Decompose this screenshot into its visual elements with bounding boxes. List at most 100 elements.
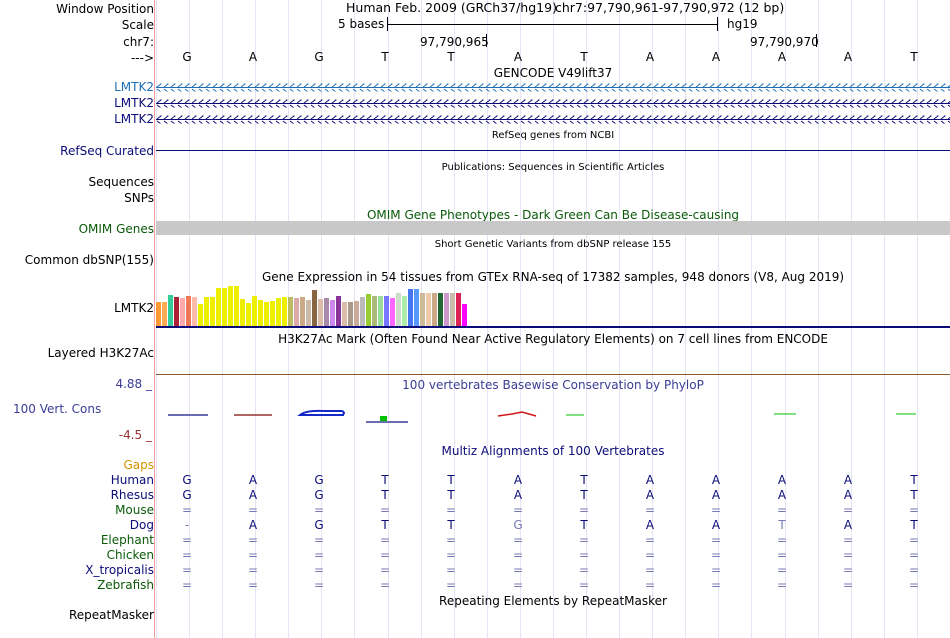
publications-label-sequences[interactable]: Sequences: [88, 175, 154, 189]
gencode-label-2[interactable]: LMTK2: [114, 96, 154, 110]
species-label[interactable]: Human: [110, 473, 154, 487]
species-label[interactable]: Elephant: [100, 533, 154, 547]
strand-arrow[interactable]: --->: [130, 51, 154, 65]
h3k27ac-label[interactable]: Layered H3K27Ac: [47, 346, 154, 360]
gtex-tissue-bar[interactable]: [156, 302, 161, 326]
gtex-tissue-bar[interactable]: [246, 303, 251, 326]
gtex-tissue-bar[interactable]: [348, 302, 353, 326]
gtex-label[interactable]: LMTK2: [114, 301, 154, 315]
gtex-tissue-bar[interactable]: [282, 297, 287, 326]
gtex-tissue-bar[interactable]: [186, 296, 191, 326]
phylop-label[interactable]: 100 Vert. Cons: [13, 402, 102, 416]
gtex-tissue-bar[interactable]: [252, 296, 257, 326]
gtex-tissue-bar[interactable]: [450, 293, 455, 326]
base-letter: T: [381, 50, 389, 64]
gtex-tissue-bar[interactable]: [432, 293, 437, 326]
gaps-label[interactable]: Gaps: [123, 458, 154, 472]
species-label[interactable]: Rhesus: [110, 488, 154, 502]
gtex-tissue-bar[interactable]: [456, 293, 461, 326]
gtex-tissue-bar[interactable]: [258, 300, 263, 326]
repeatmasker-title: Repeating Elements by RepeatMasker: [439, 594, 667, 608]
species-label[interactable]: Dog: [129, 518, 154, 532]
scale-bar-text: 5 bases: [338, 17, 385, 31]
gtex-tissue-bar[interactable]: [318, 299, 323, 326]
gtex-tissue-bar[interactable]: [390, 298, 395, 326]
gtex-tissue-bar[interactable]: [264, 302, 269, 326]
alignment-base: T: [381, 518, 389, 532]
guideline: [785, 0, 786, 638]
alignment-base: =: [379, 548, 391, 562]
gtex-tissue-bar[interactable]: [288, 297, 293, 326]
phylop-conservation-graph[interactable]: [156, 404, 950, 426]
gtex-tissue-bar[interactable]: [414, 289, 419, 326]
gtex-tissue-bar[interactable]: [306, 300, 311, 326]
gtex-tissue-bar[interactable]: [384, 296, 389, 326]
gtex-tissue-bar[interactable]: [420, 293, 425, 326]
repeatmasker-label[interactable]: RepeatMasker: [68, 608, 154, 622]
alignment-base: A: [248, 488, 258, 502]
alignment-base: =: [379, 533, 391, 547]
refseq-label[interactable]: RefSeq Curated: [60, 144, 154, 158]
gtex-tissue-bar[interactable]: [378, 296, 383, 326]
gtex-tissue-bar[interactable]: [462, 304, 467, 326]
gtex-tissue-bar[interactable]: [174, 297, 179, 326]
publications-label-snps[interactable]: SNPs: [124, 191, 154, 205]
gtex-tissue-bar[interactable]: [366, 294, 371, 326]
refseq-gene-line[interactable]: [156, 150, 950, 151]
alignment-base: =: [644, 578, 656, 592]
alignment-base: =: [842, 563, 854, 577]
gtex-tissue-bar[interactable]: [222, 288, 227, 326]
gtex-expression-bars[interactable]: [156, 284, 950, 326]
gtex-tissue-bar[interactable]: [168, 295, 173, 326]
alignment-base: =: [445, 578, 457, 592]
gtex-tissue-bar[interactable]: [234, 286, 239, 326]
gtex-gene-line[interactable]: [156, 326, 950, 328]
gtex-tissue-bar[interactable]: [192, 297, 197, 326]
gtex-tissue-bar[interactable]: [228, 286, 233, 326]
species-label[interactable]: Zebrafish: [97, 578, 154, 592]
species-label[interactable]: Chicken: [106, 548, 154, 562]
guideline: [553, 0, 554, 638]
gtex-tissue-bar[interactable]: [300, 297, 305, 326]
refseq-title: RefSeq genes from NCBI: [491, 130, 615, 141]
gtex-tissue-bar[interactable]: [204, 297, 209, 326]
alignment-base: =: [247, 563, 259, 577]
gtex-tissue-bar[interactable]: [444, 293, 449, 326]
base-letter: A: [711, 50, 721, 64]
omim-label[interactable]: OMIM Genes: [78, 222, 154, 236]
gtex-tissue-bar[interactable]: [402, 296, 407, 326]
gtex-tissue-bar[interactable]: [336, 296, 341, 326]
gtex-tissue-bar[interactable]: [276, 298, 281, 326]
gtex-tissue-bar[interactable]: [408, 289, 413, 326]
guideline: [718, 0, 719, 638]
gtex-tissue-bar[interactable]: [180, 298, 185, 326]
gtex-tissue-bar[interactable]: [426, 293, 431, 326]
gtex-tissue-bar[interactable]: [294, 298, 299, 326]
gtex-tissue-bar[interactable]: [312, 290, 317, 326]
gtex-tissue-bar[interactable]: [360, 297, 365, 326]
gtex-tissue-bar[interactable]: [162, 302, 167, 326]
gtex-tissue-bar[interactable]: [438, 293, 443, 326]
gtex-tissue-bar[interactable]: [396, 293, 401, 326]
alignment-base: =: [181, 563, 193, 577]
gencode-label-1[interactable]: LMTK2: [114, 80, 154, 94]
gtex-tissue-bar[interactable]: [324, 298, 329, 326]
species-label[interactable]: Mouse: [115, 503, 154, 517]
alignment-base: A: [513, 473, 523, 487]
gtex-tissue-bar[interactable]: [210, 297, 215, 326]
gencode-label-3[interactable]: LMTK2: [114, 112, 154, 126]
dbsnp-label[interactable]: Common dbSNP(155): [24, 253, 154, 267]
gtex-tissue-bar[interactable]: [240, 299, 245, 326]
gtex-tissue-bar[interactable]: [354, 301, 359, 326]
gtex-tissue-bar[interactable]: [342, 302, 347, 326]
omim-phenotype-bar[interactable]: [156, 221, 950, 235]
species-label[interactable]: X_tropicalis: [85, 563, 154, 577]
position-range[interactable]: chr7:97,790,961-97,790,972 (12 bp): [555, 0, 785, 15]
gtex-tissue-bar[interactable]: [372, 296, 377, 326]
gtex-tissue-bar[interactable]: [270, 301, 275, 326]
gtex-tissue-bar[interactable]: [198, 304, 203, 326]
multiz-alignment[interactable]: Human G A G T T A T A A A A T Rhesus G A G T T A T A A A A T Mouse…: [0, 473, 950, 595]
gtex-tissue-bar[interactable]: [216, 288, 221, 326]
gencode-transcripts[interactable]: [156, 80, 950, 128]
gtex-tissue-bar[interactable]: [330, 300, 335, 326]
